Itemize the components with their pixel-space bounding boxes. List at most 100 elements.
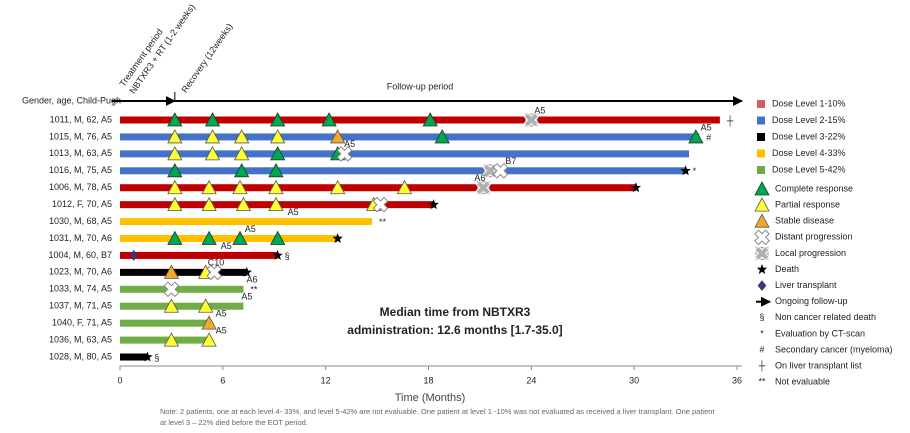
partial-response (232, 179, 248, 195)
suffix-symbol: § (154, 352, 159, 362)
partial-response (268, 196, 284, 212)
local-progression (475, 179, 492, 196)
patient-label: 1040, F, 71, A5 (52, 318, 112, 328)
local-progression (754, 245, 770, 262)
legend-label: Distant progression (775, 232, 853, 242)
partial-response (268, 179, 284, 195)
swim-bar (120, 336, 210, 344)
legend-label: Local progression (775, 248, 846, 258)
legend-label: Death (775, 264, 799, 274)
median-text: Median time from NBTXR3 (380, 305, 531, 319)
patient-label: 1012, F, 70, A5 (52, 199, 112, 209)
suffix-symbol: # (706, 132, 711, 142)
x-tick-label: 6 (220, 375, 225, 385)
legend-label: Ongoing follow-up (775, 296, 848, 306)
partial-response (163, 332, 180, 347)
distant-progression (372, 196, 389, 213)
legend-label: Secondary cancer (myeloma) (775, 344, 893, 354)
complete-response (201, 230, 217, 245)
stable-disease (163, 264, 180, 279)
swim-bar (120, 116, 720, 124)
swim-bar (120, 150, 690, 158)
patient-label: 1016, M, 75, A5 (49, 165, 112, 175)
death (630, 182, 642, 193)
legend-label: Stable disease (775, 216, 834, 226)
legend-label: On liver transplant list (775, 360, 862, 370)
legend-symbol: # (759, 344, 764, 354)
partial-response (204, 146, 221, 161)
death (756, 264, 768, 274)
complete-response (422, 112, 438, 127)
partial-response (329, 179, 346, 195)
complete-response (270, 146, 286, 161)
complete-response (270, 230, 286, 245)
x-tick-label: 12 (321, 375, 331, 385)
swim-bar (120, 268, 247, 276)
partial-response (234, 129, 250, 144)
stable-disease (201, 315, 217, 330)
swim-bar (120, 133, 700, 141)
annotation: A5 (216, 309, 227, 319)
complete-response (321, 112, 337, 127)
annotation: A5 (221, 241, 232, 251)
swim-bar (120, 251, 278, 259)
legend-symbol: ┼ (758, 359, 766, 371)
legend-label: Complete response (775, 183, 853, 193)
patient-label: 1023, M, 70, A6 (49, 267, 112, 277)
complete-response (167, 162, 183, 178)
annotation: A5 (534, 105, 545, 115)
distant-progression (336, 146, 353, 162)
legend-symbol: § (759, 312, 764, 322)
liver-transplant (129, 250, 139, 261)
complete-response (688, 129, 704, 144)
legend-swatch (757, 166, 765, 174)
note: at level 3 – 22% died before the EOT per… (160, 418, 308, 427)
partial-response (396, 179, 413, 195)
complete-response (270, 112, 286, 127)
patient-label: 1031, M, 70, A6 (49, 233, 112, 243)
partial-response (167, 146, 183, 161)
annotation: A6 (246, 275, 257, 285)
distant-progression (206, 264, 223, 281)
x-tick-label: 0 (117, 375, 122, 385)
annotation: A5 (701, 122, 712, 132)
local-progression (523, 112, 540, 128)
swim-bar (120, 218, 372, 226)
swim-bar (120, 167, 686, 175)
legend-label: Non cancer related death (775, 312, 876, 322)
legend-label: Dose Level 5-42% (772, 164, 846, 174)
swim-bar (120, 235, 338, 243)
patient-label: 1015, M, 76, A5 (49, 131, 112, 141)
stable-disease (329, 129, 346, 144)
patient-label: 1030, M, 68, A5 (49, 216, 112, 226)
swim-bar (120, 319, 211, 327)
suffix-symbol: * (693, 166, 697, 176)
legend-label: Dose Level 4-33% (772, 148, 846, 158)
complete-response (167, 112, 183, 127)
swim-bar (120, 353, 148, 361)
distant-progression (754, 229, 770, 246)
death (332, 233, 343, 243)
patient-label: 1013, M, 63, A5 (49, 148, 112, 158)
partial-response (198, 298, 214, 313)
legend-symbol: * (760, 328, 764, 338)
legend-label: Not evaluable (775, 377, 830, 387)
recovery-label: Recovery (12weeks) (179, 22, 234, 95)
annotation: C10 (208, 258, 225, 268)
followup-label: Follow-up period (387, 81, 454, 91)
legend-label: Dose Level 1-10% (772, 98, 846, 108)
complete-response (167, 230, 183, 245)
complete-response (268, 162, 284, 178)
partial-response (167, 129, 183, 144)
header-label: Gender, age, Child-Pugh (22, 95, 121, 105)
suffix-symbol: § (285, 251, 290, 261)
legend-swatch (757, 133, 765, 141)
stable-disease (754, 213, 770, 228)
patient-label: 1037, M, 71, A5 (49, 301, 112, 311)
partial-response (204, 129, 221, 144)
legend-label: Dose Level 2-15% (772, 115, 846, 125)
patient-label: 1006, M, 78, A5 (49, 182, 112, 192)
patient-label: 1004, M, 60, B7 (48, 250, 112, 260)
annotation: A6 (474, 173, 485, 183)
